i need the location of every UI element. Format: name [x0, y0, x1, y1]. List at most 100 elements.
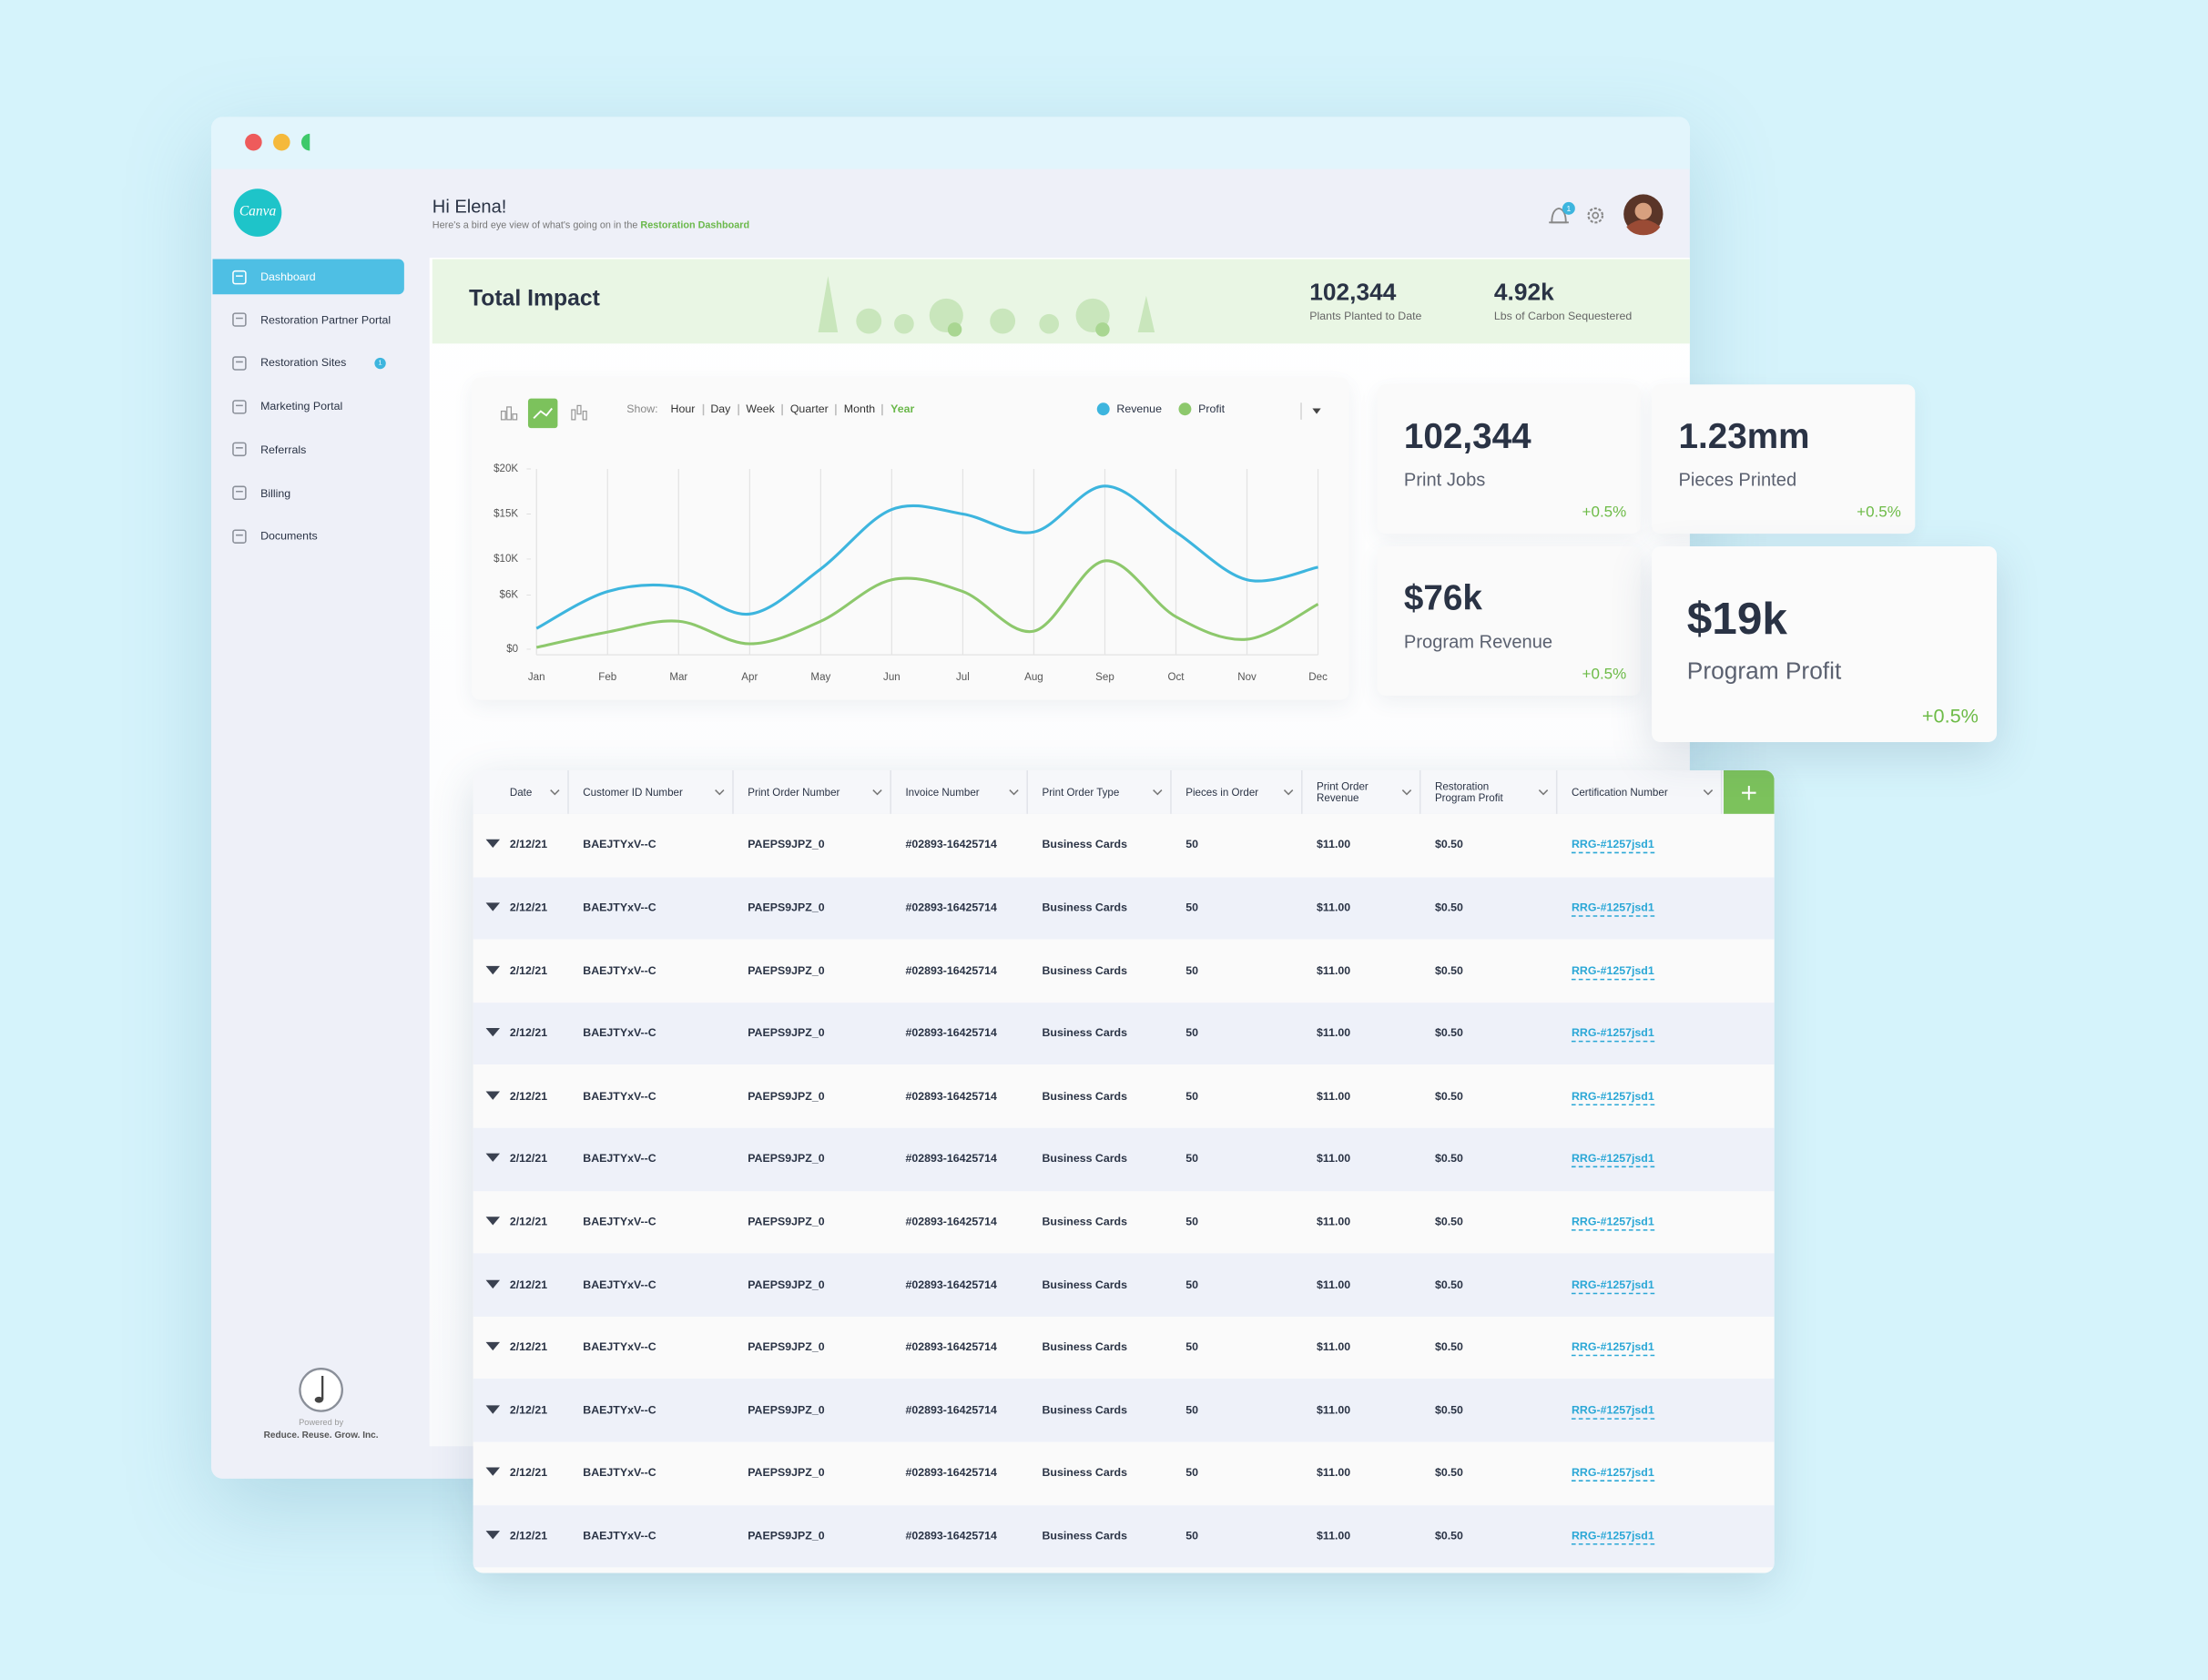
nav-item[interactable]: Restoration Partner Portal — [213, 302, 404, 338]
logo[interactable]: Canva — [233, 188, 282, 237]
expand-caret[interactable] — [485, 1153, 501, 1164]
column-divider — [1720, 769, 1723, 814]
sort-chevron[interactable] — [1703, 789, 1714, 797]
dropdown-caret[interactable] — [1312, 408, 1321, 414]
certification-link[interactable]: RRG-#1257jsd1 — [1571, 839, 1654, 854]
kpi-change: +0.5% — [1582, 504, 1627, 522]
subtitle-link[interactable]: Restoration Dashboard — [640, 220, 750, 231]
column-header[interactable]: Invoice Number — [905, 785, 980, 799]
sort-chevron[interactable] — [714, 789, 725, 797]
nav-item[interactable]: Documents — [213, 518, 404, 554]
x-tick-label: Jul — [956, 672, 970, 683]
tab-divider — [738, 403, 739, 415]
period-tab[interactable]: Month — [843, 402, 876, 416]
table-row[interactable] — [473, 1441, 1775, 1505]
table-row[interactable] — [473, 876, 1775, 940]
table-cell: Business Cards — [1042, 901, 1127, 914]
table-cell: 2/12/21 — [509, 1152, 548, 1166]
period-tab[interactable]: Hour — [670, 402, 696, 416]
certification-link[interactable]: RRG-#1257jsd1 — [1571, 1403, 1654, 1420]
table-row[interactable] — [473, 1127, 1775, 1191]
table-row[interactable] — [473, 1316, 1775, 1380]
column-header[interactable]: Certification Number — [1571, 785, 1668, 799]
bell-icon[interactable] — [1549, 207, 1569, 224]
table-row[interactable] — [473, 1504, 1775, 1568]
impact-title: Total Impact — [469, 287, 600, 311]
table-row[interactable] — [473, 1002, 1775, 1065]
close-dot[interactable] — [245, 133, 262, 151]
sort-chevron[interactable] — [1008, 789, 1019, 797]
expand-caret[interactable] — [485, 1466, 501, 1477]
nav-item[interactable]: Dashboard — [212, 259, 404, 295]
period-tab[interactable]: Year — [890, 402, 915, 416]
show-label: Show: — [626, 402, 658, 416]
expand-caret[interactable] — [485, 1215, 501, 1226]
expand-caret[interactable] — [485, 1529, 501, 1540]
column-header[interactable]: Print Order Revenue — [1317, 779, 1369, 804]
sort-chevron[interactable] — [549, 789, 560, 797]
certification-link[interactable]: RRG-#1257jsd1 — [1571, 1215, 1654, 1231]
minimize-dot[interactable] — [273, 133, 290, 151]
expand-caret[interactable] — [485, 1340, 501, 1351]
certification-link[interactable]: RRG-#1257jsd1 — [1571, 1340, 1654, 1357]
table-row[interactable] — [473, 1379, 1775, 1442]
nav-item[interactable]: Billing — [213, 475, 404, 511]
column-divider — [1026, 769, 1028, 814]
table-row[interactable] — [473, 813, 1775, 877]
expand-caret[interactable] — [485, 839, 501, 850]
expand-caret[interactable] — [485, 1027, 501, 1038]
sort-chevron[interactable] — [871, 789, 882, 797]
sort-chevron[interactable] — [1538, 789, 1549, 797]
certification-link[interactable]: RRG-#1257jsd1 — [1571, 1466, 1654, 1482]
sort-chevron[interactable] — [1401, 789, 1412, 797]
period-tab[interactable]: Quarter — [789, 402, 829, 416]
impact-stat-label: Lbs of Carbon Sequestered — [1493, 310, 1633, 323]
certification-link[interactable]: RRG-#1257jsd1 — [1571, 1153, 1654, 1168]
nav-item[interactable]: Restoration Sites 1 — [213, 346, 404, 382]
caret-shape — [485, 840, 501, 849]
bar-chart-icon[interactable] — [500, 406, 518, 421]
expand-caret[interactable] — [485, 901, 501, 912]
candle-chart-icon[interactable] — [571, 404, 587, 421]
period-tab[interactable]: Day — [710, 402, 731, 416]
table-cell: Business Cards — [1042, 1278, 1127, 1291]
column-header[interactable]: Restoration Program Profit — [1434, 779, 1503, 804]
expand-caret[interactable] — [485, 1403, 501, 1414]
table-row[interactable] — [473, 939, 1775, 1003]
certification-link[interactable]: RRG-#1257jsd1 — [1571, 901, 1654, 917]
table-row[interactable] — [473, 1064, 1775, 1128]
nav-label: Marketing Portal — [260, 400, 343, 413]
nav-icon-shape — [232, 443, 247, 457]
certification-link[interactable]: RRG-#1257jsd1 — [1571, 1090, 1654, 1105]
chevron-shape — [1153, 789, 1163, 796]
column-header[interactable]: Print Order Type — [1042, 785, 1120, 799]
settings-icon[interactable] — [1587, 207, 1604, 224]
table-row[interactable] — [473, 1190, 1775, 1254]
column-header[interactable]: Print Order Number — [748, 785, 840, 799]
nav-item[interactable]: Marketing Portal — [213, 389, 404, 424]
add-column-button[interactable] — [1723, 769, 1775, 814]
expand-caret[interactable] — [485, 964, 501, 975]
column-header[interactable]: Pieces in Order — [1185, 785, 1259, 799]
table-row[interactable] — [473, 1253, 1775, 1317]
kpi-label: Program Profit — [1686, 657, 1842, 685]
nav-icon — [232, 312, 247, 328]
tab-divider — [881, 403, 884, 415]
sort-chevron[interactable] — [1152, 789, 1163, 797]
expand-caret[interactable] — [485, 1090, 501, 1101]
column-header[interactable]: Customer ID Number — [583, 785, 683, 799]
column-divider — [1419, 769, 1421, 814]
expand-caret[interactable] — [485, 1278, 501, 1288]
certification-link[interactable]: RRG-#1257jsd1 — [1571, 1529, 1654, 1545]
maximize-dot[interactable] — [300, 133, 310, 151]
period-tab[interactable]: Week — [746, 402, 775, 416]
line-chart-icon[interactable] — [533, 407, 553, 419]
column-header[interactable]: Date — [509, 785, 533, 799]
certification-link[interactable]: RRG-#1257jsd1 — [1571, 1027, 1654, 1043]
certification-link[interactable]: RRG-#1257jsd1 — [1571, 1278, 1654, 1294]
sort-chevron[interactable] — [1283, 789, 1294, 797]
x-tick-label: May — [810, 672, 830, 683]
certification-link[interactable]: RRG-#1257jsd1 — [1571, 964, 1654, 980]
nav-item[interactable]: Referrals — [213, 432, 404, 467]
line-chart-plot: $0 $6K $10K $15K $20K Jan Feb Mar Apr May Jun Jul Au… — [493, 398, 1328, 683]
